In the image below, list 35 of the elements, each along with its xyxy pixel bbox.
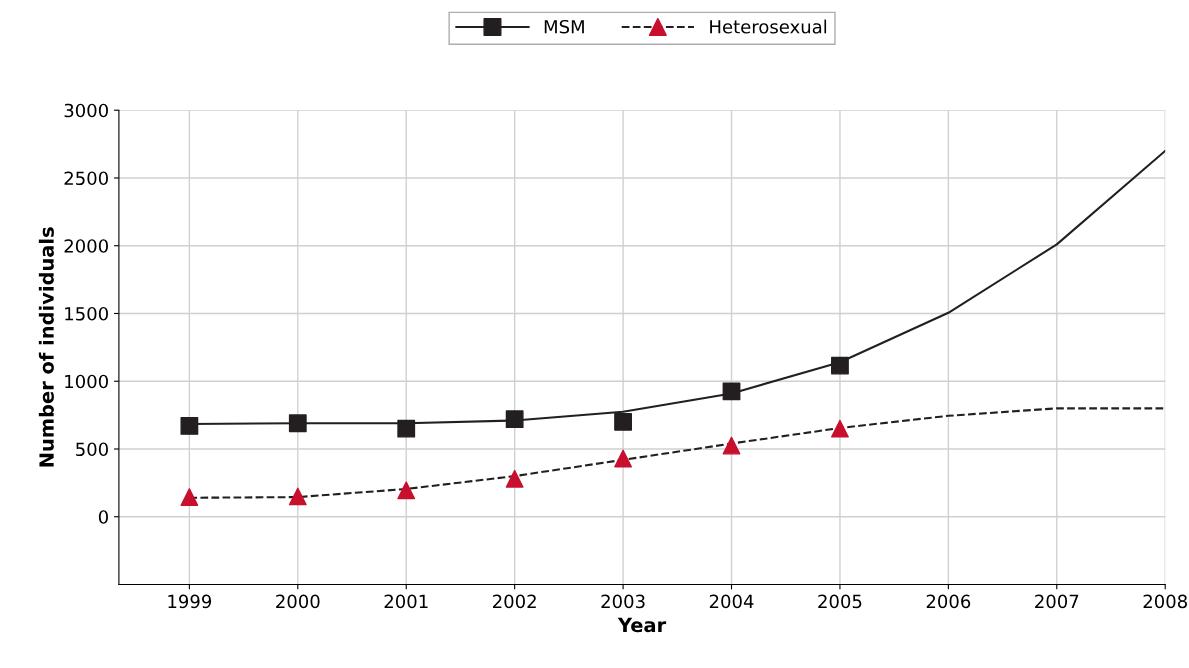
- legend-label: Heterosexual: [710, 19, 827, 34]
- point: [288, 414, 307, 433]
- x-tick-label: 2005: [818, 594, 862, 609]
- x-tick-label: 2004: [709, 594, 754, 609]
- y-tick-label: 1000: [65, 374, 108, 389]
- point: [288, 487, 307, 506]
- point: [722, 382, 741, 401]
- x-tick-label: 2000: [276, 594, 320, 609]
- x-axis-title: Year: [617, 617, 667, 633]
- point: [722, 436, 741, 455]
- y-tick-label: 2500: [64, 171, 108, 186]
- x-tick-label: 2002: [493, 594, 536, 609]
- point: [831, 419, 849, 438]
- point: [180, 417, 199, 435]
- y-tick-label: 0: [98, 510, 108, 524]
- point: [397, 419, 416, 438]
- y-tick-label: 500: [76, 442, 108, 457]
- point: [831, 356, 849, 375]
- legend-label: MSM: [544, 19, 584, 34]
- x-tick-label: 1999: [168, 594, 212, 609]
- x-tick-label: 2006: [926, 594, 971, 609]
- x-tick-label: 2003: [601, 594, 645, 609]
- point: [614, 449, 632, 468]
- x-tick-label: 2001: [384, 594, 428, 609]
- point: [180, 488, 199, 507]
- y-tick-label: 2000: [64, 239, 108, 253]
- y-tick-label: 1500: [65, 306, 108, 321]
- y-tick-label: 3000: [64, 103, 108, 118]
- x-tick-label: 2007: [1035, 594, 1079, 609]
- point: [505, 469, 524, 488]
- point: [505, 410, 524, 429]
- y-axis-title: Number of individuals: [38, 227, 54, 467]
- point: [397, 481, 416, 500]
- point: [614, 412, 632, 431]
- x-tick-label: 2008: [1143, 594, 1187, 609]
